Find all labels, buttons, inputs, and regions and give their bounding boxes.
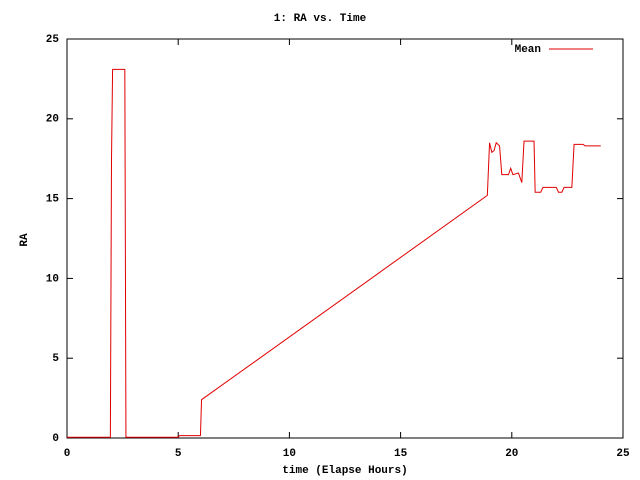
- y-tick-label: 15: [46, 194, 60, 206]
- y-axis-label: RA: [19, 233, 31, 247]
- x-tick-label: 0: [64, 448, 71, 460]
- data-line: [67, 68, 601, 438]
- x-tick-label: 15: [394, 448, 408, 460]
- x-tick-label: 10: [283, 448, 296, 460]
- x-tick-label: 25: [616, 448, 630, 460]
- y-tick-label: 10: [46, 273, 59, 285]
- x-tick-label: 5: [175, 448, 182, 460]
- plot-border: [66, 38, 624, 439]
- x-tick-label: 20: [505, 448, 518, 460]
- legend-label: Mean: [515, 44, 541, 56]
- y-tick-label: 20: [46, 114, 59, 126]
- chart-title: 1: RA vs. Time: [274, 13, 367, 25]
- y-tick-label: 0: [52, 433, 59, 445]
- x-axis-label: time (Elapse Hours): [282, 465, 407, 477]
- y-tick-label: 5: [52, 353, 59, 365]
- y-tick-label: 25: [46, 34, 60, 46]
